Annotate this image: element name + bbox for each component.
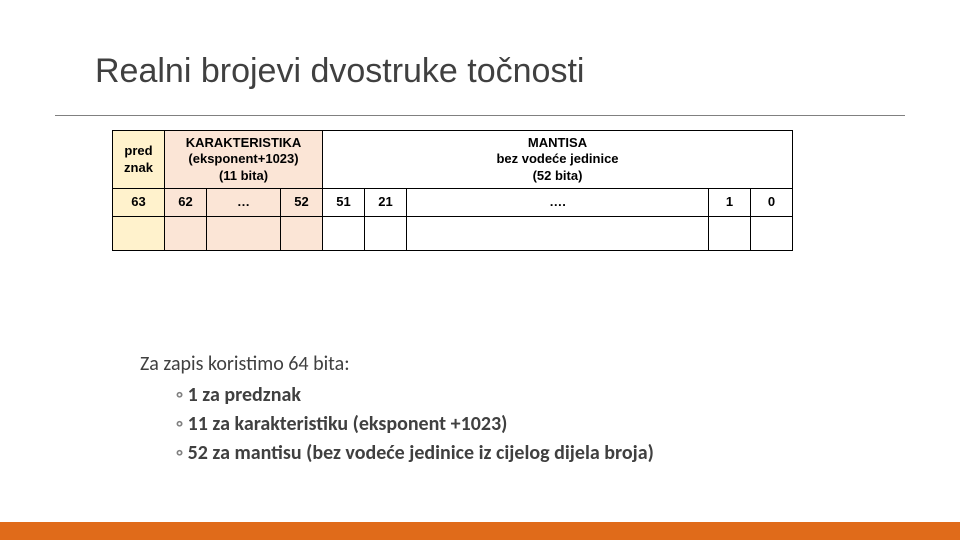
blank-m1: [323, 217, 365, 251]
bit-layout-table: predznak KARAKTERISTIKA(eksponent+1023)(…: [112, 130, 793, 251]
body-text: Za zapis koristimo 64 bita: 1 za predzna…: [140, 350, 654, 468]
blank-m2: [365, 217, 407, 251]
blank-k2: [207, 217, 281, 251]
blank-m5: [751, 217, 793, 251]
cell-pred: 63: [113, 189, 165, 217]
body-bullets: 1 za predznak 11 za karakteristiku (eksp…: [140, 381, 654, 468]
table-header-row: predznak KARAKTERISTIKA(eksponent+1023)(…: [113, 131, 793, 189]
footer-accent-bar: [0, 522, 960, 540]
cell-k1: 62: [165, 189, 207, 217]
list-item: 1 za predznak: [176, 381, 654, 410]
cell-k2: …: [207, 189, 281, 217]
slide: Realni brojevi dvostruke točnosti predzn…: [0, 0, 960, 540]
table-blank-row: [113, 217, 793, 251]
table-index-row: 63 62 … 52 51 21 …. 1 0: [113, 189, 793, 217]
header-predznak: predznak: [113, 131, 165, 189]
list-item: 52 za mantisu (bez vodeće jedinice iz ci…: [176, 439, 654, 468]
list-item: 11 za karakteristiku (eksponent +1023): [176, 410, 654, 439]
cell-k3: 52: [281, 189, 323, 217]
cell-m4: 1: [709, 189, 751, 217]
blank-m3: [407, 217, 709, 251]
cell-m5: 0: [751, 189, 793, 217]
cell-m3: ….: [407, 189, 709, 217]
cell-m1: 51: [323, 189, 365, 217]
blank-k3: [281, 217, 323, 251]
blank-k1: [165, 217, 207, 251]
cell-m2: 21: [365, 189, 407, 217]
blank-m4: [709, 217, 751, 251]
header-karakteristika: KARAKTERISTIKA(eksponent+1023)(11 bita): [165, 131, 323, 189]
body-lead: Za zapis koristimo 64 bita:: [140, 350, 654, 379]
blank-pred: [113, 217, 165, 251]
header-mantisa: MANTISAbez vodeće jedinice(52 bita): [323, 131, 793, 189]
slide-title: Realni brojevi dvostruke točnosti: [95, 52, 584, 91]
title-divider: [55, 115, 905, 116]
